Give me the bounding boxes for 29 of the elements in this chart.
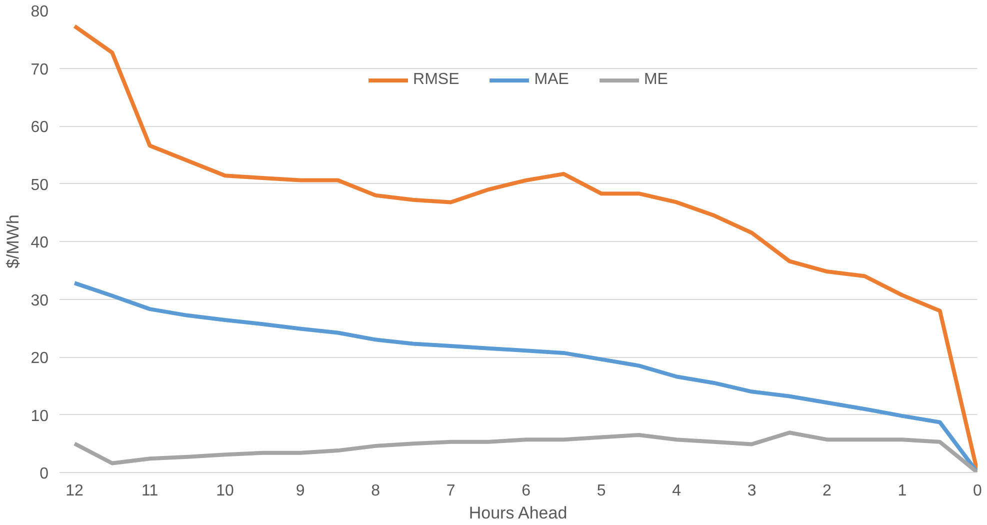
y-tick-label: 30 — [30, 292, 49, 310]
x-tick-label: 12 — [66, 482, 84, 500]
legend-label: MAE — [534, 71, 569, 89]
y-tick-label: 10 — [30, 408, 49, 425]
y-tick-label: 50 — [30, 176, 49, 194]
x-tick-label: 0 — [973, 482, 982, 500]
x-tick-label: 7 — [446, 482, 456, 500]
x-tick-label: 3 — [747, 482, 756, 500]
x-tick-label: 4 — [672, 482, 682, 500]
y-tick-label: 20 — [30, 350, 49, 367]
x-tick-label: 2 — [822, 482, 832, 500]
line-series — [72, 430, 978, 472]
x-tick-label: 10 — [216, 482, 234, 500]
y-tick-label: 0 — [40, 466, 49, 482]
y-axis-title: $/MWh — [4, 214, 23, 268]
x-axis-title: Hours Ahead — [468, 504, 568, 522]
legend-label: RMSE — [413, 71, 460, 89]
x-tick-label: 8 — [371, 482, 380, 500]
y-tick-label: 60 — [30, 119, 49, 136]
x-tick-label: 5 — [596, 482, 606, 500]
y-tick-label: 70 — [30, 61, 49, 78]
legend-label: ME — [644, 71, 668, 89]
y-tick-label: 40 — [30, 234, 49, 252]
line-series — [72, 281, 978, 472]
y-tick-label: 80 — [30, 4, 49, 20]
x-tick-label: 11 — [141, 482, 158, 500]
x-tick-label: 6 — [522, 482, 531, 500]
x-tick-label: 1 — [898, 482, 907, 500]
x-tick-label: 9 — [296, 482, 305, 500]
